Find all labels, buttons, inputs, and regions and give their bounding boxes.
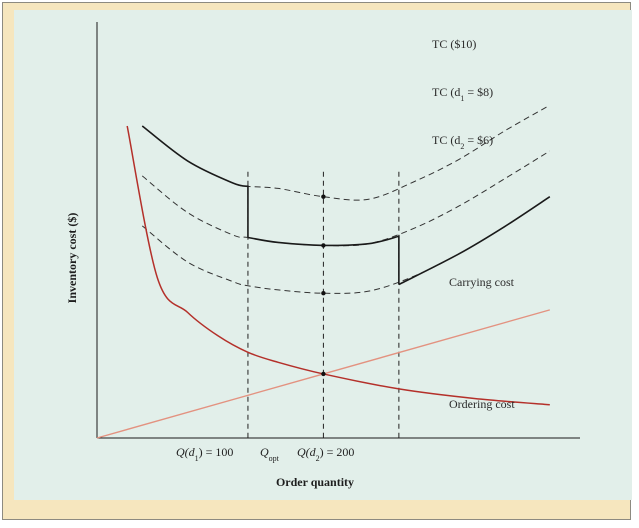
y-axis-title: Inventory cost ($) — [65, 213, 79, 304]
series-label-3: TC (d2 = $6) — [432, 133, 493, 151]
series-label-1: TC ($10) — [432, 37, 476, 51]
series-label-4: Carrying cost — [449, 275, 515, 289]
series-label-2: TC (d1 = $8) — [432, 85, 493, 103]
total-cost-envelope — [141, 125, 551, 286]
series-line-3 — [141, 196, 551, 294]
x-axis-title: Order quantity — [276, 475, 354, 489]
marker-point-1 — [321, 194, 326, 199]
marker-point-4 — [321, 371, 326, 377]
x-tick-label-3: Q(d2) = 200 — [297, 445, 354, 463]
series-line-2 — [141, 150, 551, 247]
marker-point-3 — [321, 291, 326, 296]
marker-point-2 — [321, 243, 326, 248]
x-tick-label-2: Qopt — [260, 445, 280, 463]
x-tick-label-1: Q(d1) = 100 — [176, 445, 233, 463]
series-label-5: Ordering cost — [449, 397, 515, 411]
series-line-5 — [126, 125, 550, 406]
series-line-1 — [141, 104, 551, 201]
